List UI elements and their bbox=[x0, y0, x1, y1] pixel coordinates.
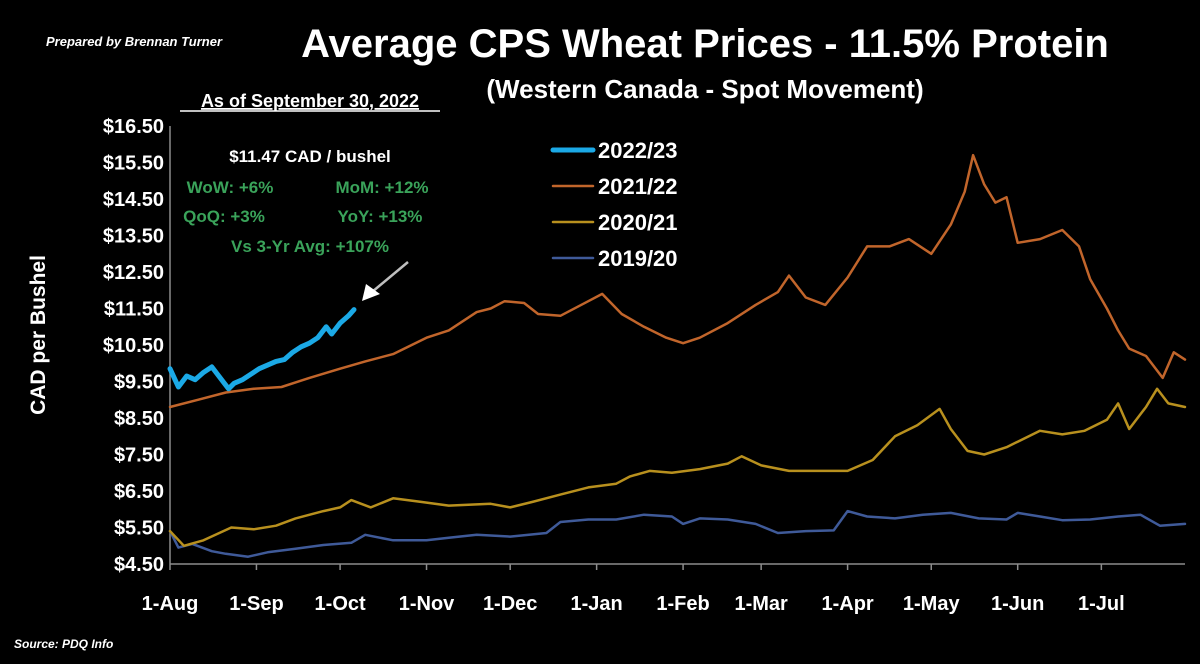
series-line-2020-21 bbox=[168, 387, 1187, 548]
y-tick-label: $15.50 bbox=[103, 153, 164, 175]
x-tick-label: 1-Jul bbox=[1078, 593, 1125, 615]
pointer-arrow bbox=[362, 261, 409, 301]
x-tick-label: 1-Oct bbox=[315, 593, 366, 615]
legend: 2022/23 2021/22 2020/21 2019/20 bbox=[550, 138, 678, 271]
chart-subtitle: (Western Canada - Spot Movement) bbox=[486, 74, 923, 104]
y-tick-label: $4.50 bbox=[114, 554, 164, 576]
series-line-2022-23 bbox=[167, 307, 357, 392]
series-lines bbox=[167, 153, 1187, 558]
x-tick-label: 1-Mar bbox=[734, 593, 788, 615]
stat-yoy: YoY: +13% bbox=[338, 207, 423, 226]
series-line-2019-20 bbox=[168, 509, 1187, 558]
stat-vs-3yr-avg: Vs 3-Yr Avg: +107% bbox=[231, 237, 389, 256]
x-tick-label: 1-Dec bbox=[483, 593, 537, 615]
legend-label: 2020/21 bbox=[598, 210, 678, 235]
x-tick-label: 1-Sep bbox=[229, 593, 283, 615]
source-label: Source: PDQ Info bbox=[14, 637, 113, 651]
y-tick-label: $7.50 bbox=[114, 445, 164, 467]
y-tick-label: $10.50 bbox=[103, 335, 164, 357]
x-tick-label: 1-May bbox=[903, 593, 961, 615]
prepared-by-label: Prepared by Brennan Turner bbox=[46, 34, 223, 49]
x-tick-label: 1-Feb bbox=[656, 593, 709, 615]
y-tick-label: $6.50 bbox=[114, 481, 164, 503]
x-tick-label: 1-Aug bbox=[142, 593, 199, 615]
y-axis-label: CAD per Bushel bbox=[27, 255, 50, 415]
y-tick-label: $14.50 bbox=[103, 189, 164, 211]
as-of-date: As of September 30, 2022 bbox=[201, 91, 419, 111]
chart-title: Average CPS Wheat Prices - 11.5% Protein bbox=[301, 22, 1109, 66]
y-tick-label: $8.50 bbox=[114, 408, 164, 430]
stats-box: $11.47 CAD / bushel WoW: +6% MoM: +12% Q… bbox=[183, 147, 428, 256]
stat-mom: MoM: +12% bbox=[335, 178, 428, 197]
stat-qoq: QoQ: +3% bbox=[183, 207, 265, 226]
legend-label: 2021/22 bbox=[598, 174, 678, 199]
series-line-2021-22 bbox=[168, 153, 1187, 409]
legend-label: 2022/23 bbox=[598, 138, 678, 163]
x-tick-label: 1-Jun bbox=[991, 593, 1044, 615]
y-tick-label: $16.50 bbox=[103, 116, 164, 138]
current-price: $11.47 CAD / bushel bbox=[229, 147, 391, 166]
x-tick-label: 1-Apr bbox=[821, 593, 873, 615]
stat-wow: WoW: +6% bbox=[187, 178, 274, 197]
x-tick-label: 1-Nov bbox=[399, 593, 455, 615]
y-tick-label: $9.50 bbox=[114, 372, 164, 394]
y-tick-label: $5.50 bbox=[114, 518, 164, 540]
y-tick-label: $12.50 bbox=[103, 262, 164, 284]
axes: $4.50 $5.50 $6.50 $7.50 $8.50 $9.50 $10.50 $11.… bbox=[103, 116, 1185, 615]
legend-label: 2019/20 bbox=[598, 246, 678, 271]
y-tick-label: $11.50 bbox=[104, 299, 164, 321]
y-tick-label: $13.50 bbox=[103, 226, 164, 248]
x-tick-label: 1-Jan bbox=[571, 593, 623, 615]
